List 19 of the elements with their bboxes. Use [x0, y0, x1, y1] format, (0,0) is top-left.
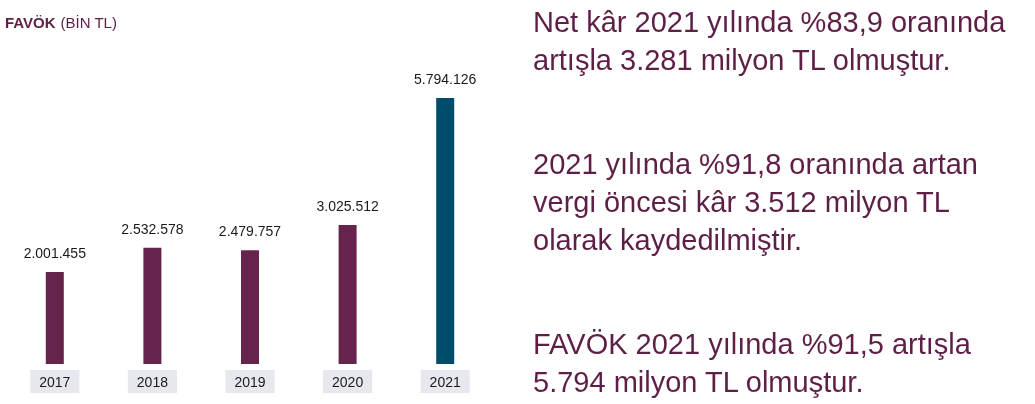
bar	[338, 225, 357, 364]
text: FAVÖK 2021 yılında %91,5 artışla 5.794 milyon TL olmuştur.	[533, 327, 972, 400]
bar	[45, 272, 64, 364]
data-label: 2.479.757	[218, 223, 282, 240]
bar	[143, 247, 162, 364]
x-tick-label: 2020	[332, 374, 364, 390]
bar	[241, 250, 259, 364]
data-label: 2.001.455	[23, 245, 87, 262]
data-label: 2.532.578	[121, 220, 184, 237]
data-label: 5.794.126	[414, 71, 477, 87]
text: 2021 yılında %91,8 oranında artan vergi öncesi kâr 3.512 milyon TL olarak kaydedilmiştir.	[533, 147, 979, 258]
chart-title: FAVÖK (BİN TL)	[5, 13, 117, 31]
x-tick-label: 2018	[136, 374, 169, 390]
x-tick-label: 2021	[429, 374, 461, 390]
data-label: 3.025.512	[316, 198, 379, 215]
text: Net kâr 2021 yılında %83,9 oranında artışla 3.281 milyon TL olmuştur.	[533, 5, 1007, 78]
bar	[436, 98, 455, 364]
x-tick-label: 2019	[234, 374, 266, 390]
x-tick-label: 2017	[39, 374, 71, 390]
